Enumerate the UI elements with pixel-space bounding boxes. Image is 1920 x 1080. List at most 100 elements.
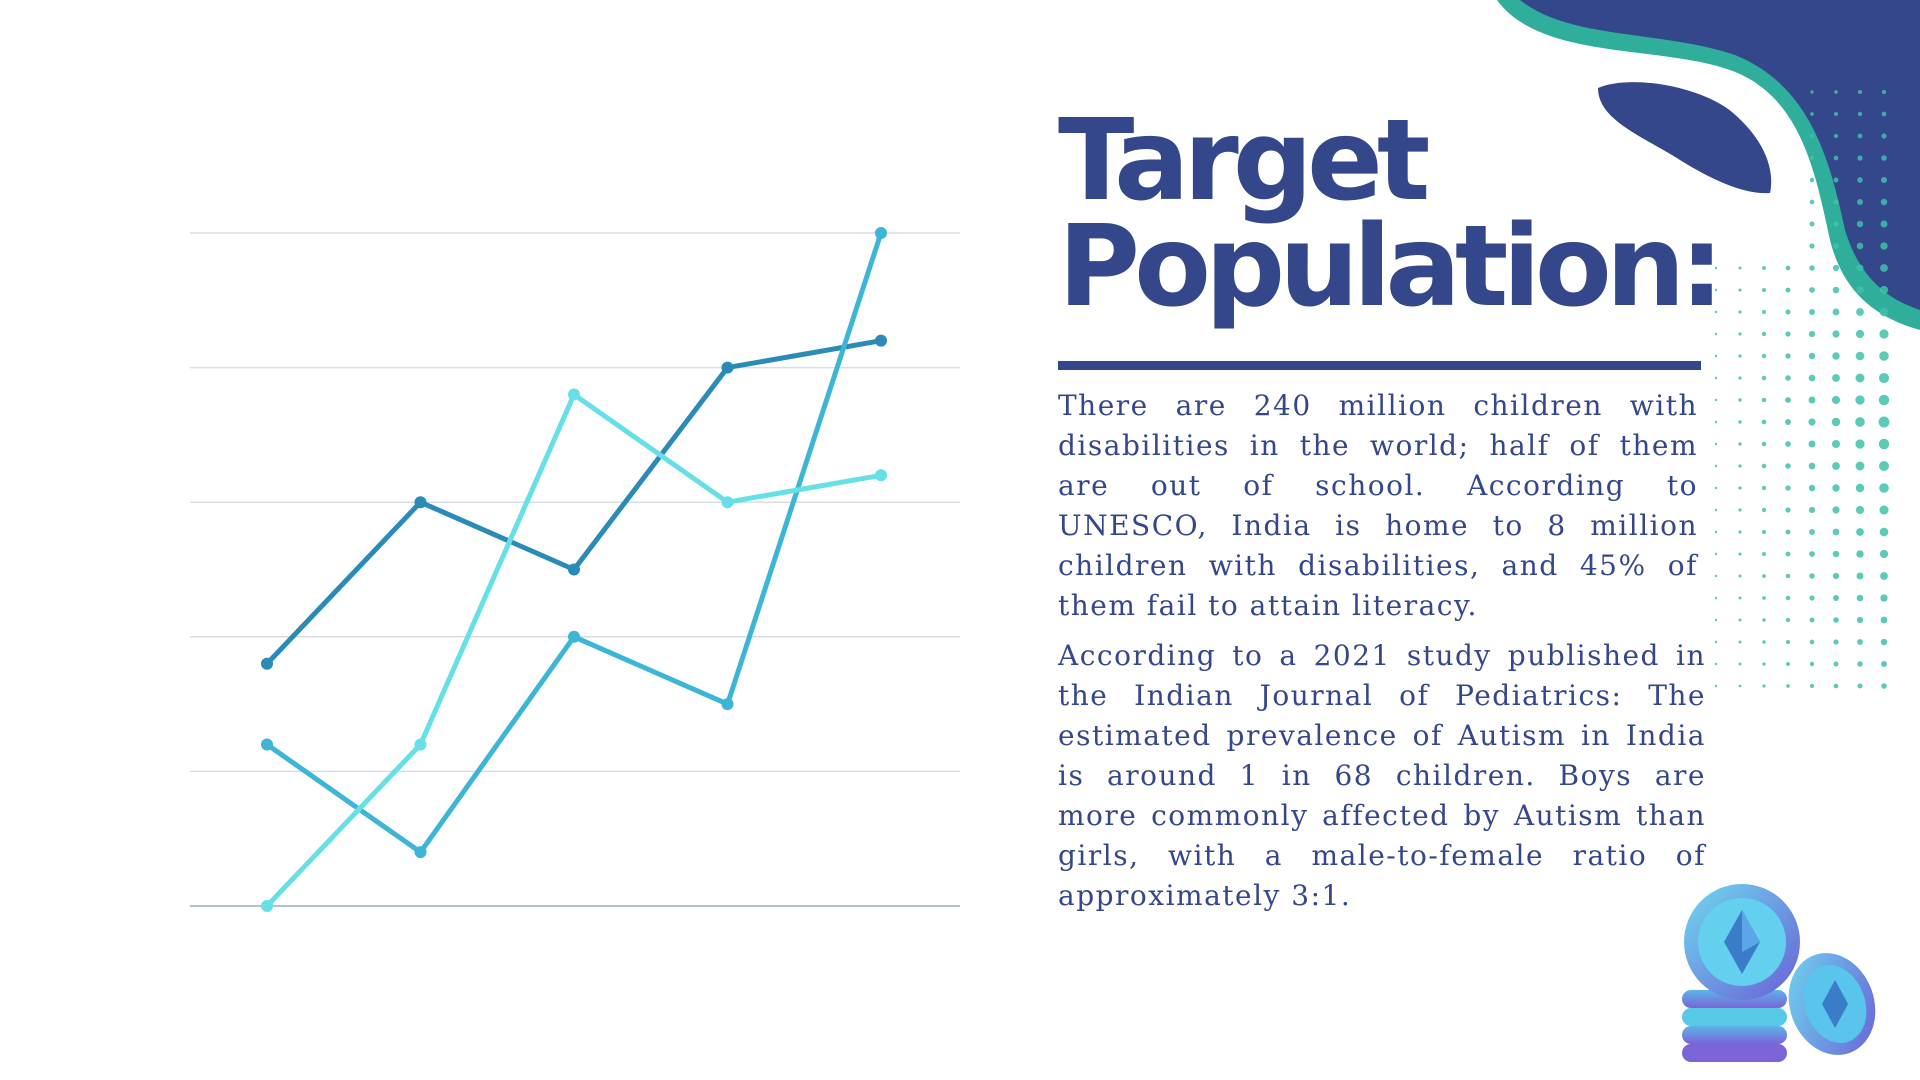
dot: [1808, 352, 1816, 360]
dot: [1832, 352, 1840, 360]
dot: [1881, 683, 1887, 689]
chart-gridlines: [190, 232, 960, 907]
title-line-1: Target: [1058, 96, 1430, 226]
front-coin: [1684, 884, 1800, 1000]
dot: [1879, 549, 1889, 559]
dot: [1785, 573, 1791, 579]
data-point: [414, 846, 427, 859]
dot: [1761, 463, 1767, 469]
dot: [1714, 288, 1718, 292]
chart-series: [261, 227, 887, 912]
dot: [1881, 89, 1887, 95]
dot: [1857, 639, 1863, 645]
dot: [1856, 550, 1864, 558]
dot: [1832, 264, 1840, 272]
dot: [1855, 483, 1865, 493]
dot: [1785, 595, 1791, 601]
dot: [1809, 639, 1815, 645]
dot: [1880, 638, 1888, 646]
data-point: [568, 630, 580, 643]
dot: [1856, 572, 1864, 580]
dot: [1833, 221, 1839, 227]
dot: [1832, 374, 1840, 382]
dot: [1738, 684, 1742, 688]
dot: [1714, 684, 1718, 688]
dot: [1785, 265, 1791, 271]
dot: [1878, 372, 1890, 384]
dot: [1714, 442, 1718, 446]
dot: [1714, 464, 1718, 468]
dot: [1832, 308, 1840, 316]
series-line: [264, 230, 884, 855]
dot: [1738, 310, 1742, 314]
dot: [1738, 596, 1742, 600]
dot: [1738, 486, 1742, 490]
dot: [1738, 288, 1742, 292]
dot: [1785, 617, 1791, 623]
dot: [1762, 288, 1766, 292]
data-point: [875, 469, 887, 482]
dot: [1785, 419, 1791, 425]
dot: [1809, 661, 1815, 667]
dot: [1714, 596, 1718, 600]
dot: [1880, 594, 1888, 602]
title-underline: [1058, 361, 1701, 370]
dot: [1879, 329, 1889, 339]
dot: [1762, 662, 1766, 666]
dot: [1832, 550, 1840, 558]
dot: [1785, 639, 1791, 645]
dot: [1855, 395, 1865, 405]
dot: [1857, 661, 1863, 667]
coin-stack: [1682, 990, 1787, 1062]
dot: [1738, 420, 1742, 424]
dot: [1785, 551, 1791, 557]
dot: [1809, 287, 1815, 293]
page-title: Target Population:: [1058, 96, 1724, 323]
dot: [1881, 111, 1887, 117]
dot-pattern: [1714, 89, 1890, 689]
dot: [1786, 662, 1790, 666]
dot: [1857, 177, 1863, 183]
dot: [1761, 397, 1767, 403]
dot: [1881, 133, 1887, 139]
tilted-coin-right: [1788, 953, 1876, 1055]
dot: [1809, 551, 1815, 557]
dot: [1880, 264, 1888, 272]
series-3: [261, 388, 887, 912]
dot: [1809, 683, 1815, 689]
dot: [1761, 485, 1767, 491]
dot: [1857, 133, 1863, 139]
dot: [1857, 155, 1863, 161]
dot: [1880, 572, 1888, 580]
dot: [1878, 438, 1890, 450]
dot: [1808, 330, 1816, 338]
dot: [1879, 527, 1889, 537]
dot: [1856, 528, 1864, 536]
dot: [1785, 331, 1791, 337]
dot: [1880, 176, 1888, 184]
data-point: [721, 496, 734, 509]
data-point: [261, 738, 273, 751]
dot: [1832, 528, 1840, 536]
dot: [1833, 639, 1839, 645]
crypto-coin-stack-icon: [1682, 884, 1876, 1062]
data-point: [568, 388, 580, 401]
dot: [1809, 177, 1815, 183]
dot: [1738, 618, 1742, 622]
dot: [1714, 662, 1718, 666]
dot: [1785, 507, 1791, 513]
dot: [1714, 530, 1718, 534]
dot: [1878, 394, 1890, 406]
dot: [1714, 332, 1718, 336]
dot: [1808, 396, 1816, 404]
dot: [1714, 640, 1718, 644]
dot: [1833, 243, 1839, 249]
dot: [1855, 439, 1865, 449]
dot: [1856, 264, 1864, 272]
dot: [1879, 285, 1889, 295]
dot: [1832, 330, 1840, 338]
dot: [1762, 266, 1766, 270]
dot: [1785, 353, 1791, 359]
data-point: [414, 738, 427, 751]
